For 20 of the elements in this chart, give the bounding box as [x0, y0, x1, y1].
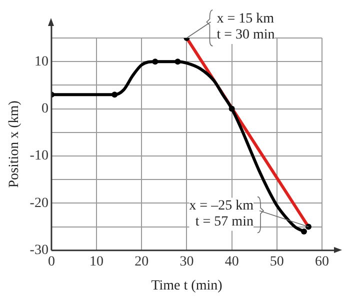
point: [300, 228, 307, 235]
y-tick-label: 0: [41, 101, 48, 116]
annotation: x = 15 km t = 30 min: [216, 12, 275, 43]
y-tick-label: -30: [30, 243, 48, 258]
y-tick-label: 10: [34, 54, 48, 70]
point: [152, 58, 158, 65]
annotation: x = –25 km t = 57 min: [189, 198, 254, 230]
y-tick-label: -10: [30, 148, 48, 164]
x-axis-title: Time t (min): [151, 278, 223, 294]
point: [112, 92, 118, 98]
y-tick-label: -20: [30, 196, 48, 211]
x-tick-label: 50: [270, 254, 284, 270]
x-tick-label: 10: [90, 254, 104, 270]
y-axis-title: Position x (km): [7, 100, 22, 188]
point: [174, 58, 181, 65]
x-tick-label: 30: [180, 254, 194, 270]
x-tick-label: 60: [315, 254, 329, 270]
x-tick-label: 20: [134, 254, 149, 270]
point: [228, 106, 235, 112]
x-tick-label: 40: [224, 254, 239, 270]
